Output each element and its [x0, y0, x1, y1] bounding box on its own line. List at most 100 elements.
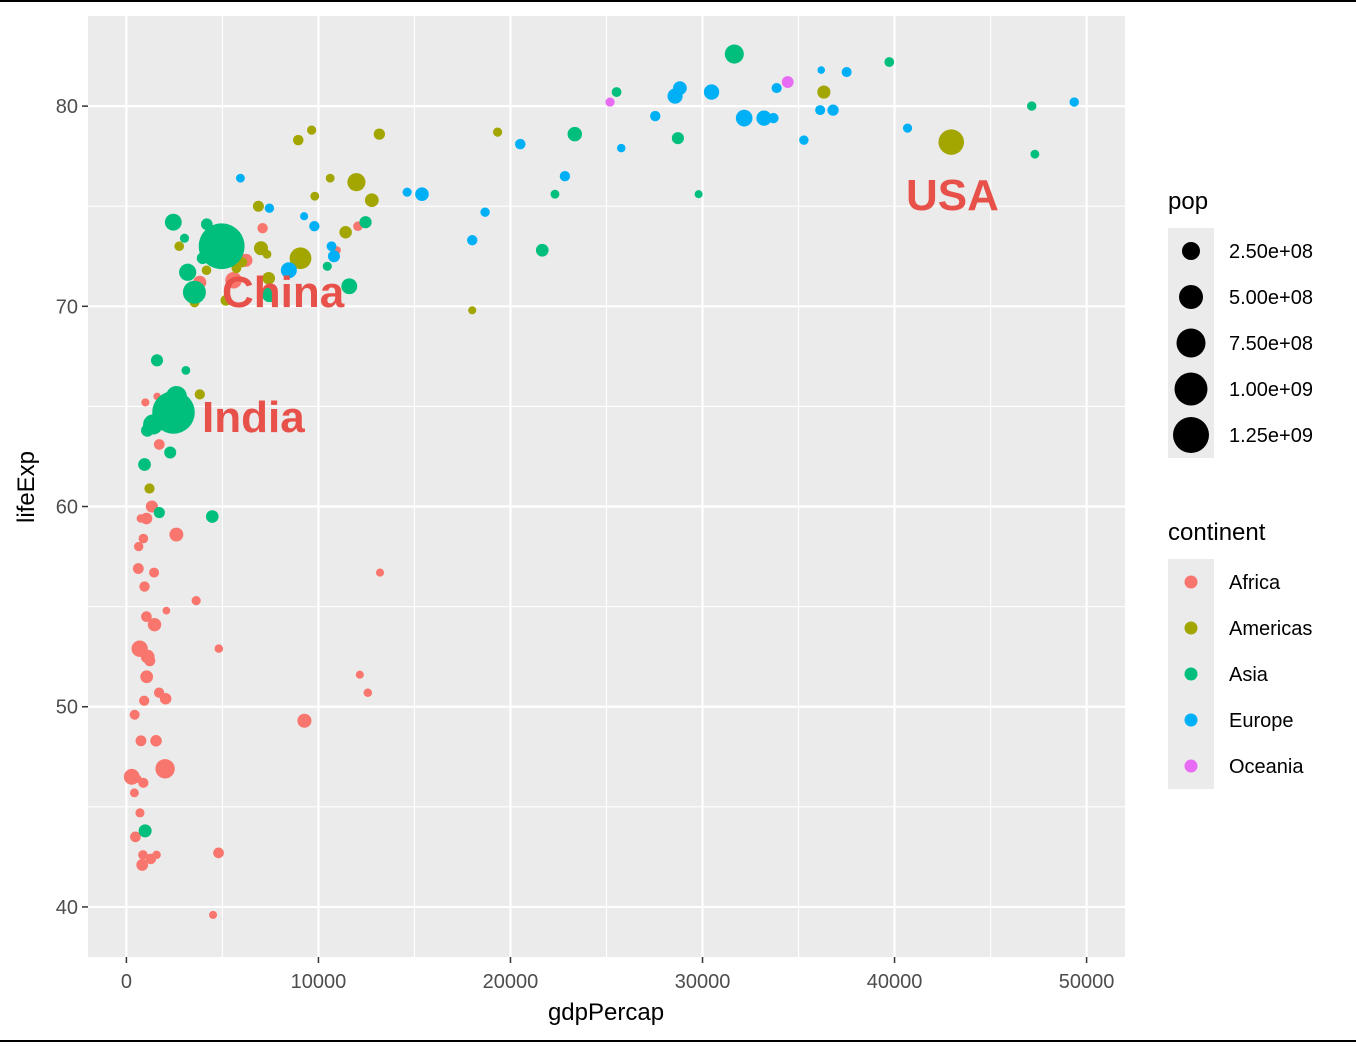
- data-point-asia: [141, 424, 154, 437]
- legend-size-key: [1174, 372, 1208, 406]
- data-point-europe: [515, 138, 526, 150]
- annotation-china: China: [222, 268, 345, 317]
- legend-color-key-europe: [1184, 713, 1198, 727]
- data-point-asia: [166, 385, 187, 407]
- data-point-americas: [220, 294, 232, 306]
- annotations: China India USA: [202, 171, 999, 442]
- data-point-asia: [208, 251, 218, 262]
- data-point-europe: [300, 212, 309, 221]
- x-tick-label: 20000: [483, 971, 539, 993]
- data-point-asia: [196, 252, 209, 265]
- legend-size-title: pop: [1168, 188, 1208, 215]
- data-point-africa: [355, 670, 364, 679]
- data-point-europe: [235, 173, 245, 183]
- data-point-africa: [140, 649, 155, 664]
- data-point-asia: [359, 216, 372, 229]
- data-point-europe: [799, 135, 809, 145]
- x-tick-label: 10000: [291, 971, 347, 993]
- data-point-africa: [138, 850, 148, 860]
- data-point-americas: [310, 191, 320, 201]
- y-axis-title: lifeExp: [13, 451, 40, 523]
- data-point-europe: [415, 187, 429, 201]
- data-point-europe: [650, 110, 661, 122]
- data-point-americas: [289, 247, 312, 270]
- data-point-asia: [138, 824, 152, 838]
- data-point-americas: [493, 127, 503, 137]
- data-point-africa: [169, 527, 184, 542]
- data-point-asia: [164, 446, 177, 459]
- data-point-africa: [141, 611, 152, 622]
- data-point-europe: [480, 207, 490, 217]
- data-point-americas: [364, 193, 379, 208]
- data-point-americas: [347, 173, 366, 192]
- legend-size-key: [1173, 417, 1209, 453]
- data-point-africa: [129, 709, 140, 720]
- data-point-europe: [703, 84, 720, 100]
- data-point-europe: [827, 104, 839, 116]
- x-tick-label: 0: [121, 971, 132, 993]
- data-point-africa: [145, 853, 157, 865]
- data-point-africa: [135, 808, 145, 818]
- data-point-africa: [140, 512, 153, 525]
- y-tick-label: 50: [56, 697, 78, 719]
- data-point-africa: [375, 568, 385, 577]
- data-point-americas: [817, 85, 831, 99]
- data-point-europe: [616, 143, 626, 153]
- data-point-africa: [134, 541, 144, 552]
- data-point-asia: [724, 44, 744, 64]
- y-tick-label: 60: [56, 497, 78, 519]
- legend-color-label: Asia: [1229, 664, 1269, 686]
- data-point-americas: [468, 306, 477, 315]
- data-point-asia: [138, 458, 151, 471]
- data-point-africa: [225, 271, 242, 289]
- data-point-europe: [841, 67, 852, 78]
- data-point-africa: [129, 788, 139, 798]
- data-point-africa: [135, 735, 147, 747]
- data-point-americas: [144, 483, 155, 494]
- data-point-asia: [200, 218, 213, 231]
- data-point-americas: [262, 271, 276, 285]
- data-point-asia: [322, 261, 332, 271]
- data-point-europe: [326, 241, 337, 252]
- data-point-africa: [138, 777, 149, 788]
- data-point-europe: [264, 203, 275, 213]
- data-point-africa: [149, 567, 160, 578]
- data-points: [123, 44, 1079, 919]
- data-point-africa: [140, 670, 154, 684]
- data-point-asia: [182, 280, 206, 304]
- data-point-africa: [147, 617, 162, 632]
- data-point-asia: [179, 233, 190, 243]
- data-point-americas: [262, 249, 272, 259]
- data-point-asia: [694, 190, 703, 199]
- data-point-africa: [162, 606, 171, 615]
- data-point-asia: [164, 213, 182, 231]
- data-point-africa: [214, 644, 224, 653]
- data-point-africa: [138, 533, 149, 544]
- legend-color-label: Oceania: [1229, 756, 1304, 778]
- legend-size-label: 7.50e+08: [1229, 333, 1313, 355]
- data-point-europe: [1069, 97, 1079, 107]
- legend-color: continent Africa Americas Asia Europe Oceani…: [1168, 519, 1312, 789]
- x-axis-ticks: 0 10000 20000 30000 40000 50000: [121, 957, 1114, 993]
- data-point-americas: [307, 125, 317, 135]
- data-point-asia: [153, 506, 165, 519]
- data-point-europe: [817, 66, 826, 74]
- data-point-europe: [559, 170, 571, 182]
- data-point-africa: [150, 735, 162, 747]
- data-point-americas: [252, 200, 264, 212]
- data-point-asia: [150, 354, 164, 367]
- x-axis-title: gdpPercap: [548, 999, 664, 1026]
- data-point-africa: [130, 831, 141, 843]
- data-point-asia: [550, 189, 560, 199]
- data-point-africa: [139, 695, 150, 706]
- data-point-europe: [902, 123, 913, 133]
- legend-size-key: [1182, 242, 1200, 260]
- legend-size-key: [1179, 285, 1203, 309]
- data-point-americas: [938, 129, 965, 155]
- data-point-oceania: [781, 76, 794, 88]
- data-point-africa: [141, 398, 150, 407]
- legend-color-label: Americas: [1229, 618, 1312, 640]
- data-point-europe: [309, 221, 320, 232]
